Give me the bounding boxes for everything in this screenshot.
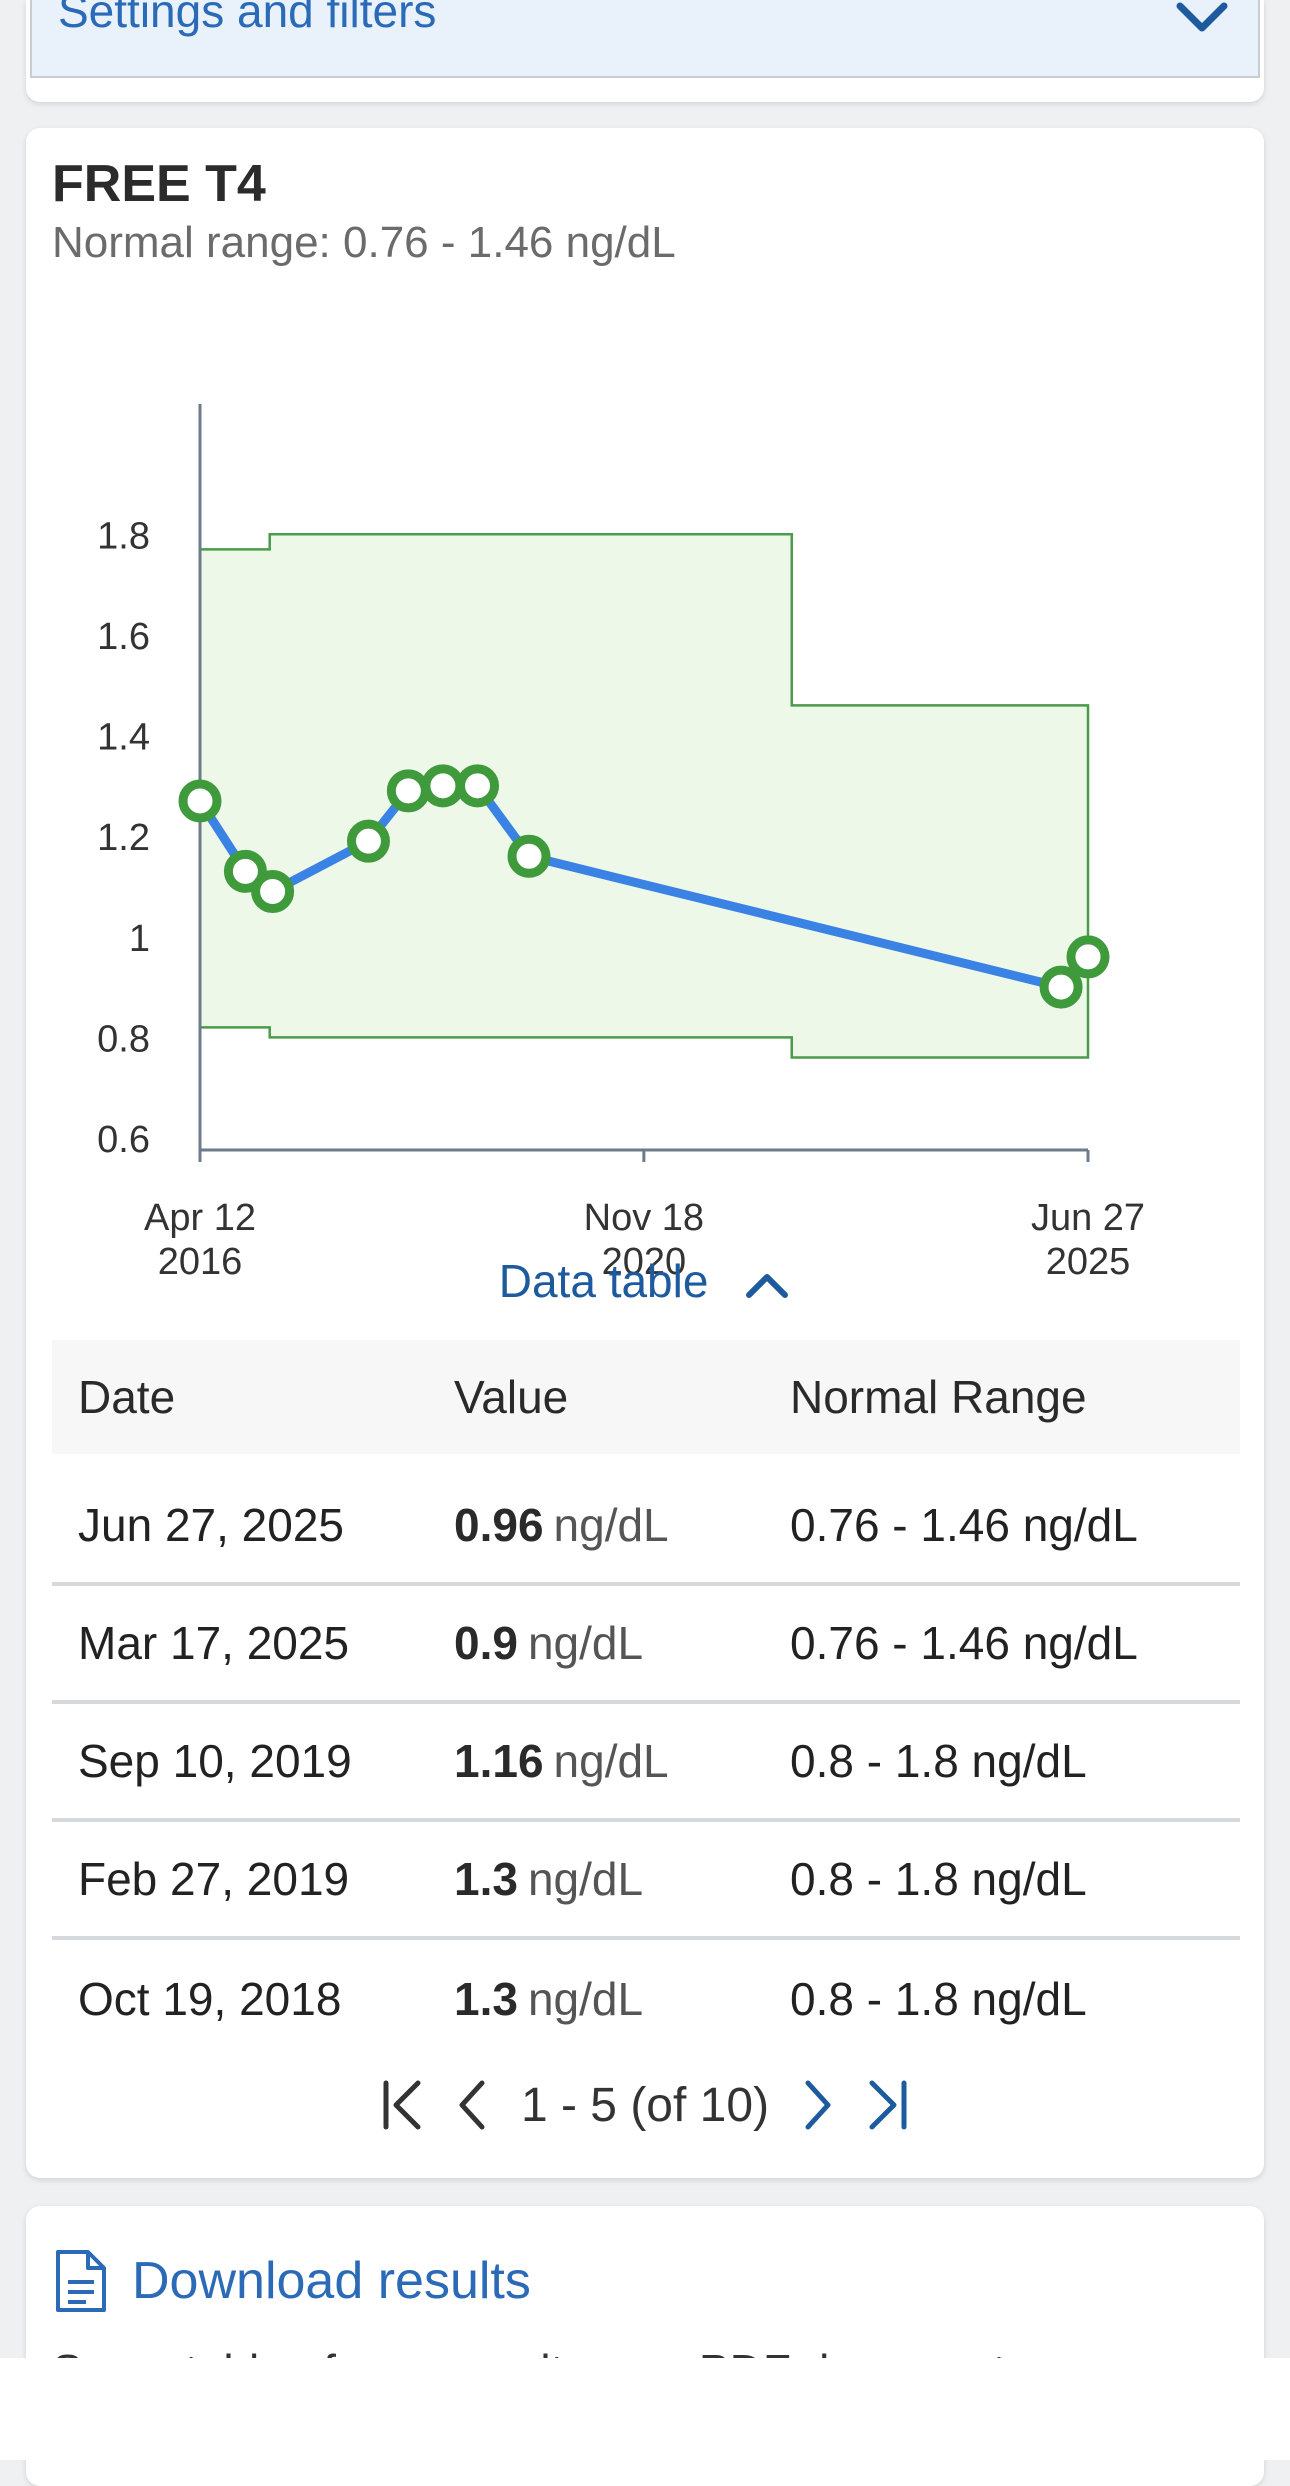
chevron-down-icon [1176, 2, 1228, 32]
download-results-link[interactable]: Download results [52, 2248, 531, 2314]
row-value: 1.16 ng/dL [454, 1734, 790, 1788]
first-page-icon [383, 2080, 421, 2130]
document-icon [56, 2250, 106, 2312]
table-row: Feb 27, 2019 1.3 ng/dL 0.8 - 1.8 ng/dL [52, 1822, 1240, 1940]
row-date: Jun 27, 2025 [78, 1499, 345, 1551]
row-date: Sep 10, 2019 [78, 1735, 352, 1787]
x-tick-label: 2016 [158, 1241, 243, 1283]
value-number: 1.3 [454, 1973, 518, 2025]
data-table-toggle[interactable]: Data table [26, 1254, 1264, 1308]
data-point [507, 834, 551, 878]
y-tick-label: 0.6 [97, 1119, 150, 1161]
chevron-up-icon [746, 1273, 789, 1298]
row-range: 0.8 - 1.8 ng/dL [790, 1735, 1087, 1787]
value-number: 1.16 [454, 1735, 544, 1787]
y-tick-label: 1.6 [97, 616, 150, 658]
row-value: 0.9 ng/dL [454, 1616, 790, 1670]
normal-range-band [200, 534, 1088, 1058]
table-row: Oct 19, 2018 1.3 ng/dL 0.8 - 1.8 ng/dL [52, 1940, 1240, 2058]
data-point [1066, 935, 1110, 979]
row-range: 0.76 - 1.46 ng/dL [790, 1617, 1138, 1669]
x-tick-label: 2020 [602, 1241, 687, 1283]
data-point [1039, 965, 1083, 1009]
chevron-left-icon [459, 2080, 485, 2130]
pagination-text: 1 - 5 (of 10) [520, 2078, 770, 2132]
table-row: Mar 17, 2025 0.9 ng/dL 0.76 - 1.46 ng/dL [52, 1586, 1240, 1704]
settings-filters-panel: Settings and filters [26, 0, 1264, 102]
row-date: Mar 17, 2025 [78, 1617, 350, 1669]
row-range: 0.8 - 1.8 ng/dL [790, 1973, 1087, 2025]
y-tick-label: 1.2 [97, 817, 150, 859]
y-tick-label: 1.4 [97, 717, 150, 759]
data-point [386, 769, 430, 813]
header-date: Date [78, 1371, 176, 1423]
value-unit: ng/dL [527, 1617, 644, 1669]
results-table: Date Value Normal Range Jun 27, 2025 0.9… [52, 1340, 1240, 2058]
normal-range-outline [200, 533, 1090, 1059]
test-title: FREE T4 [52, 155, 266, 213]
value-unit: ng/dL [527, 1853, 644, 1905]
row-date: Oct 19, 2018 [78, 1973, 342, 2025]
table-row: Sep 10, 2019 1.16 ng/dL 0.8 - 1.8 ng/dL [52, 1704, 1240, 1822]
data-point [251, 869, 295, 913]
value-unit: ng/dL [527, 1973, 644, 2025]
x-tick-label: Apr 12 [144, 1197, 256, 1239]
y-tick-label: 0.8 [97, 1018, 150, 1060]
row-range: 0.76 - 1.46 ng/dL [790, 1499, 1138, 1551]
row-value: 0.96 ng/dL [454, 1498, 790, 1552]
row-value: 1.3 ng/dL [454, 1852, 790, 1906]
x-tick-label: Jun 27 [1031, 1197, 1145, 1239]
header-normal-range: Normal Range [790, 1371, 1087, 1423]
chevron-right-icon [805, 2080, 831, 2130]
data-point [346, 819, 390, 863]
data-point [456, 764, 500, 808]
value-number: 0.9 [454, 1617, 518, 1669]
free-t4-card: FREE T4 Normal range: 0.76 - 1.46 ng/dL … [26, 128, 1264, 2178]
data-table-label: Data table [498, 1255, 709, 1307]
header-value: Value [454, 1371, 569, 1423]
value-unit: ng/dL [553, 1735, 669, 1787]
row-date: Feb 27, 2019 [78, 1853, 350, 1905]
next-page-button[interactable] [783, 2070, 853, 2140]
value-number: 1.3 [454, 1853, 518, 1905]
value-unit: ng/dL [553, 1499, 669, 1551]
previous-page-button[interactable] [437, 2070, 507, 2140]
row-value: 1.3 ng/dL [454, 1972, 790, 2026]
settings-filters-label: Settings and filters [58, 0, 437, 37]
y-tick-label: 1 [129, 918, 150, 960]
last-page-icon [869, 2080, 907, 2130]
y-tick-label: 1.8 [97, 515, 150, 557]
data-point [421, 764, 465, 808]
x-tick-label: Nov 18 [584, 1197, 704, 1239]
data-point [178, 779, 222, 823]
last-page-button[interactable] [853, 2070, 923, 2140]
bottom-mask [0, 2358, 1290, 2460]
row-range: 0.8 - 1.8 ng/dL [790, 1853, 1087, 1905]
table-row: Jun 27, 2025 0.96 ng/dL 0.76 - 1.46 ng/dL [52, 1468, 1240, 1586]
first-page-button[interactable] [367, 2070, 437, 2140]
value-number: 0.96 [454, 1499, 544, 1551]
table-header: Date Value Normal Range [52, 1340, 1240, 1454]
data-point [223, 849, 267, 893]
normal-range-subtitle: Normal range: 0.76 - 1.46 ng/dL [52, 218, 676, 267]
pagination: 1 - 5 (of 10) [26, 2060, 1264, 2150]
settings-filters-toggle[interactable]: Settings and filters [30, 0, 1260, 78]
x-tick-label: 2025 [1046, 1241, 1131, 1283]
download-label: Download results [132, 2252, 531, 2310]
